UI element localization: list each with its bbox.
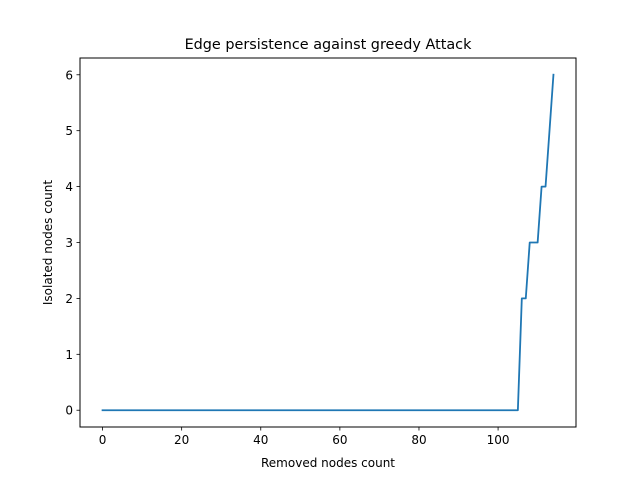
x-tick-label: 100 xyxy=(487,433,510,447)
y-tick-label: 1 xyxy=(65,348,73,362)
y-tick-label: 3 xyxy=(65,236,73,250)
y-tick-label: 0 xyxy=(65,404,73,418)
axis-ticks: 0 20 40 60 80 100 0 1 2 3 4 5 6 xyxy=(65,68,509,447)
y-tick-label: 5 xyxy=(65,124,73,138)
x-tick-label: 40 xyxy=(253,433,268,447)
x-tick-label: 80 xyxy=(411,433,426,447)
x-tick-label: 0 xyxy=(99,433,107,447)
x-axis-title: Removed nodes count xyxy=(261,456,395,470)
series-line xyxy=(101,73,555,412)
y-tick-label: 2 xyxy=(65,292,73,306)
y-axis-title: Isolated nodes count xyxy=(41,180,55,306)
x-tick-label: 20 xyxy=(174,433,189,447)
y-tick-label: 6 xyxy=(65,68,73,82)
x-tick-label: 60 xyxy=(332,433,347,447)
chart-title: Edge persistence against greedy Attack xyxy=(185,37,473,53)
plot-frame xyxy=(79,57,577,428)
plot-area xyxy=(101,73,555,412)
y-tick-label: 4 xyxy=(65,180,73,194)
